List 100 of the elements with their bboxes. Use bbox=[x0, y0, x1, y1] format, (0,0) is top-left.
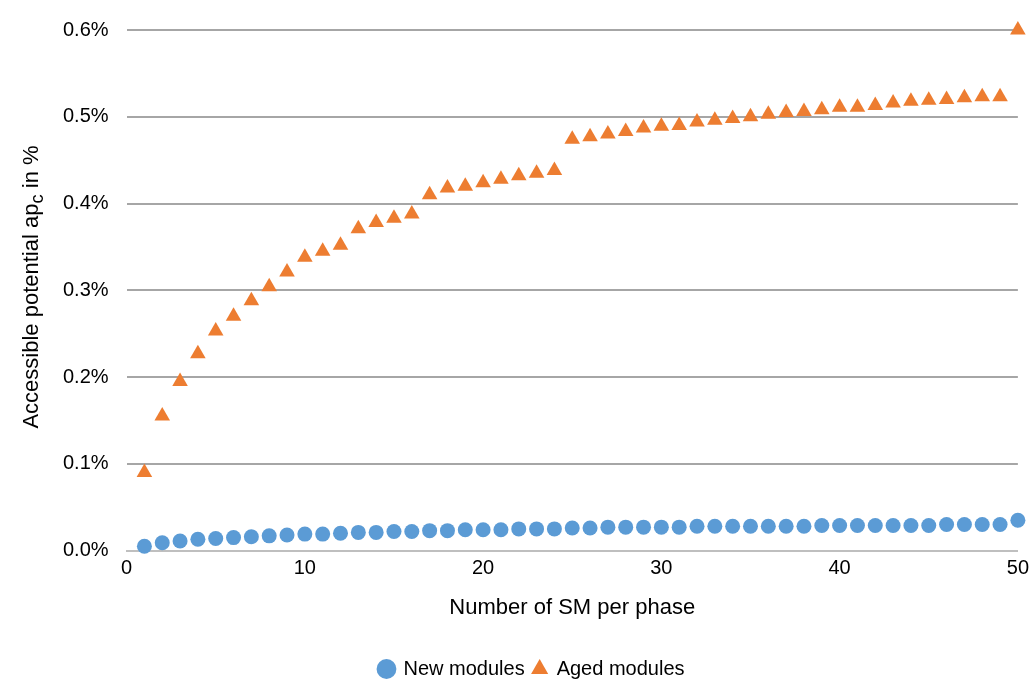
point bbox=[261, 528, 277, 544]
x-tick-label: 10 bbox=[293, 556, 316, 579]
point bbox=[243, 291, 260, 306]
point bbox=[992, 517, 1008, 533]
point bbox=[297, 526, 313, 542]
point bbox=[671, 519, 687, 535]
point bbox=[421, 185, 438, 200]
point bbox=[939, 517, 955, 533]
point bbox=[707, 518, 723, 534]
point bbox=[368, 524, 384, 540]
point bbox=[546, 521, 562, 537]
point bbox=[885, 517, 901, 533]
point bbox=[600, 125, 616, 139]
point bbox=[582, 520, 598, 536]
point bbox=[903, 92, 919, 106]
point bbox=[1010, 21, 1026, 35]
point bbox=[172, 533, 188, 549]
point bbox=[725, 518, 741, 534]
point bbox=[617, 122, 634, 137]
legend-label: Aged modules bbox=[556, 656, 685, 679]
x-axis-title: Number of SM per phase bbox=[449, 593, 696, 619]
point bbox=[849, 517, 865, 533]
point bbox=[903, 517, 919, 533]
point bbox=[796, 102, 812, 117]
point bbox=[885, 93, 901, 108]
point bbox=[653, 519, 669, 535]
point bbox=[689, 112, 705, 127]
point bbox=[510, 166, 527, 181]
point bbox=[742, 107, 759, 122]
point bbox=[475, 173, 491, 188]
point bbox=[529, 521, 545, 537]
point bbox=[439, 523, 455, 539]
point bbox=[618, 519, 634, 535]
legend-label: New modules bbox=[403, 656, 525, 679]
point bbox=[921, 517, 937, 533]
point bbox=[992, 87, 1008, 102]
point bbox=[742, 518, 758, 534]
point bbox=[582, 127, 598, 142]
point bbox=[190, 531, 206, 547]
point bbox=[564, 130, 581, 144]
point bbox=[261, 277, 277, 292]
point bbox=[974, 87, 991, 102]
point bbox=[226, 530, 242, 546]
point bbox=[332, 236, 349, 250]
point bbox=[207, 322, 224, 336]
point bbox=[422, 523, 438, 539]
point bbox=[956, 517, 972, 533]
point bbox=[154, 535, 170, 551]
point bbox=[243, 529, 259, 545]
point bbox=[493, 170, 509, 184]
point bbox=[546, 161, 563, 176]
y-tick-label: 0.4% bbox=[62, 191, 109, 214]
y-tick-label: 0.1% bbox=[62, 451, 109, 474]
point bbox=[778, 518, 794, 534]
point bbox=[386, 209, 402, 223]
point bbox=[564, 520, 580, 536]
x-tick-label: 50 bbox=[1006, 556, 1029, 579]
point bbox=[814, 100, 830, 115]
x-tick-label: 40 bbox=[828, 556, 851, 579]
point bbox=[493, 522, 509, 538]
point bbox=[760, 105, 777, 119]
point bbox=[404, 204, 420, 219]
point bbox=[511, 521, 527, 537]
point bbox=[653, 117, 670, 131]
point bbox=[314, 242, 331, 256]
point bbox=[760, 518, 776, 534]
point bbox=[1010, 512, 1026, 528]
point bbox=[814, 517, 830, 533]
point bbox=[920, 91, 937, 105]
point bbox=[707, 111, 723, 125]
point bbox=[974, 517, 990, 533]
point bbox=[404, 524, 420, 540]
point bbox=[778, 103, 794, 117]
point bbox=[689, 518, 705, 534]
point bbox=[350, 219, 367, 234]
x-tick-label: 0 bbox=[121, 556, 133, 579]
point bbox=[600, 519, 616, 535]
point bbox=[867, 517, 883, 533]
point bbox=[190, 344, 206, 359]
point bbox=[724, 109, 741, 123]
y-tick-label: 0.6% bbox=[62, 17, 109, 40]
point bbox=[867, 96, 884, 110]
point bbox=[225, 307, 242, 321]
y-tick-label: 0.5% bbox=[62, 104, 109, 127]
point bbox=[350, 524, 366, 540]
y-tick-label: 0.2% bbox=[62, 364, 109, 387]
point bbox=[333, 525, 348, 541]
point bbox=[796, 518, 812, 534]
point bbox=[279, 263, 295, 277]
point bbox=[172, 372, 188, 386]
y-tick-label: 0.0% bbox=[62, 538, 109, 561]
y-tick-label: 0.3% bbox=[62, 277, 109, 300]
point bbox=[154, 407, 171, 421]
point bbox=[208, 530, 224, 546]
point bbox=[832, 517, 848, 533]
point bbox=[938, 90, 955, 104]
point bbox=[457, 177, 474, 191]
point bbox=[136, 463, 153, 478]
point bbox=[457, 522, 473, 538]
point bbox=[297, 248, 313, 262]
